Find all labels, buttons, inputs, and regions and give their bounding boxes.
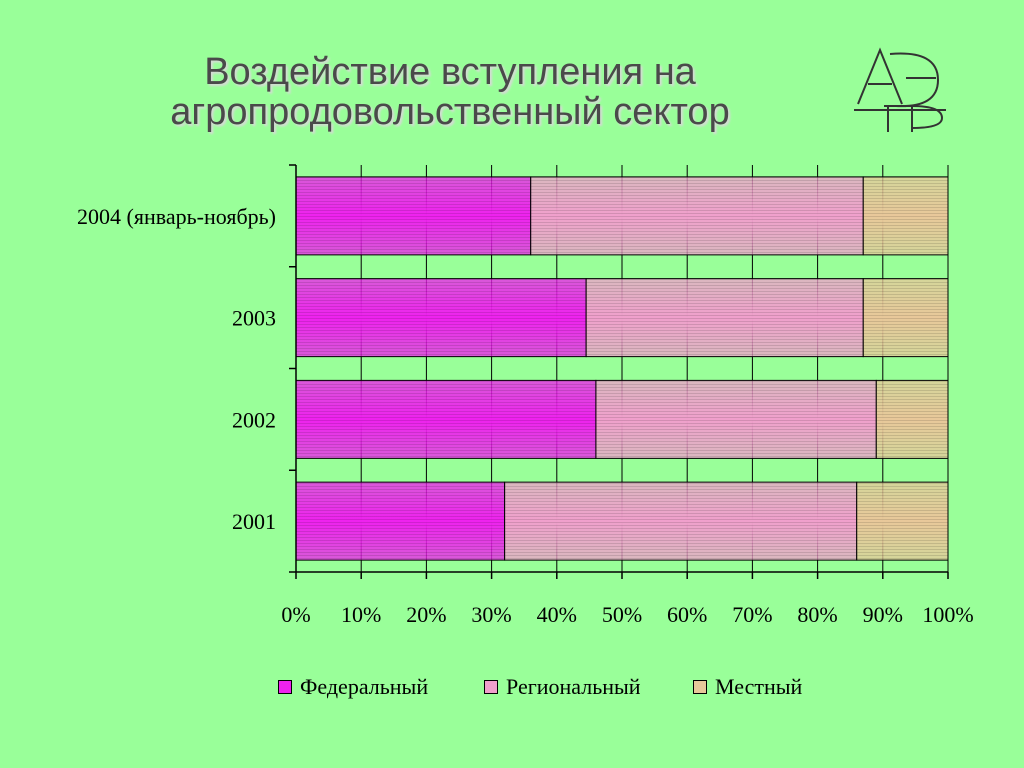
axis-labels: 2004 (январь-ноябрь) 2003 2002 2001 0% 10% 20%… xyxy=(77,204,974,627)
x-tick-label: 10% xyxy=(341,602,381,627)
x-tick-label: 100% xyxy=(922,602,973,627)
legend-item-federal: Федеральный xyxy=(278,674,428,700)
category-label: 2001 xyxy=(232,509,276,534)
legend-item-regional: Региональный xyxy=(484,674,641,700)
category-label: 2003 xyxy=(232,306,276,331)
bar-texture xyxy=(856,482,948,561)
legend-item-local: Местный xyxy=(693,674,802,700)
bar-texture xyxy=(586,278,864,357)
bar-texture xyxy=(530,176,864,255)
bar-texture xyxy=(595,380,877,459)
x-tick-label: 40% xyxy=(537,602,577,627)
bar-texture xyxy=(863,278,948,357)
bars xyxy=(295,176,949,561)
x-tick-label: 50% xyxy=(602,602,642,627)
bar-texture xyxy=(296,278,587,357)
x-tick-label: 90% xyxy=(863,602,903,627)
bar-texture xyxy=(296,176,531,255)
axes xyxy=(289,164,949,579)
bar-texture xyxy=(876,380,948,459)
ae-p-monogram-logo xyxy=(854,47,946,132)
bar-texture xyxy=(296,482,505,561)
x-tick-label: 0% xyxy=(281,602,310,627)
category-label: 2004 (январь-ноябрь) xyxy=(77,204,276,229)
legend-swatch-local xyxy=(693,680,707,694)
slide-title: Воздействие вступления на агропродовольс… xyxy=(100,52,800,132)
category-label: 2002 xyxy=(232,407,276,432)
legend-swatch-federal xyxy=(278,680,292,694)
bar-texture xyxy=(504,482,857,561)
slide-title-line-2: агропродовольственный сектор xyxy=(170,91,730,133)
bar-texture xyxy=(296,380,596,459)
x-tick-label: 60% xyxy=(667,602,707,627)
legend-label-regional: Региональный xyxy=(506,674,641,699)
legend: Федеральный Региональный Местный xyxy=(0,674,1024,704)
legend-swatch-regional xyxy=(484,680,498,694)
x-tick-label: 30% xyxy=(471,602,511,627)
legend-label-local: Местный xyxy=(715,674,803,699)
legend-label-federal: Федеральный xyxy=(300,674,429,699)
x-tick-label: 70% xyxy=(732,602,772,627)
x-tick-label: 20% xyxy=(406,602,446,627)
slide-title-line-1: Воздействие вступления на xyxy=(204,51,696,93)
bar-texture xyxy=(863,176,948,255)
x-tick-label: 80% xyxy=(797,602,837,627)
